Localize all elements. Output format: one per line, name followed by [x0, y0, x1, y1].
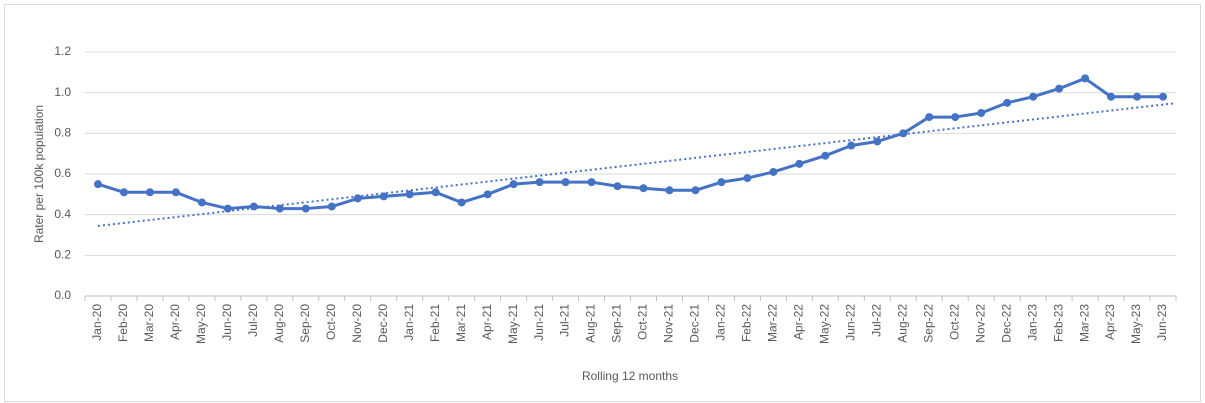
data-point — [1133, 92, 1142, 101]
x-tick-label: Feb-23 — [1051, 304, 1065, 342]
data-point — [379, 192, 388, 201]
chart-frame — [4, 4, 1201, 402]
data-point — [171, 188, 180, 197]
x-tick-label: Jan-20 — [90, 304, 104, 341]
data-point — [275, 204, 284, 213]
x-tick-label: Sep-21 — [610, 304, 624, 343]
data-point — [223, 204, 232, 213]
data-point — [93, 180, 102, 189]
data-point — [795, 159, 804, 168]
x-tick-label: Jun-23 — [1155, 304, 1169, 341]
data-point — [665, 186, 674, 195]
x-tick-label: Nov-22 — [973, 304, 987, 343]
x-tick-label: May-20 — [194, 304, 208, 344]
x-tick-label: Mar-22 — [766, 304, 780, 342]
x-tick-label: Mar-21 — [454, 304, 468, 342]
x-tick-label: Feb-22 — [740, 304, 754, 342]
y-tick-label: 0.6 — [54, 166, 71, 180]
x-tick-label: Aug-21 — [584, 304, 598, 343]
x-tick-label: Apr-22 — [792, 304, 806, 340]
data-point — [535, 178, 544, 187]
data-point — [1081, 74, 1090, 83]
data-line — [97, 76, 1164, 211]
x-tick-label: Oct-20 — [324, 304, 338, 340]
y-tick-label: 0.8 — [54, 126, 71, 140]
x-tick-label: Feb-20 — [116, 304, 130, 342]
data-point — [977, 109, 986, 117]
data-point — [873, 137, 882, 146]
data-point — [613, 182, 622, 191]
x-tick-label: May-22 — [817, 304, 831, 344]
x-tick-label: Jun-20 — [220, 304, 234, 341]
x-tick-label: Jul-21 — [558, 304, 572, 337]
x-tick-label: Apr-23 — [1103, 304, 1117, 340]
data-point — [1003, 98, 1012, 107]
data-point — [925, 113, 934, 122]
y-tick-label: 1.2 — [54, 44, 71, 58]
data-point — [847, 141, 856, 150]
y-axis-label: Rater per 100k population — [32, 105, 46, 243]
data-point — [1107, 92, 1116, 101]
x-tick-label: Aug-20 — [272, 304, 286, 343]
y-tick-label: 0.0 — [54, 288, 71, 302]
data-point — [717, 178, 726, 187]
data-point — [561, 178, 570, 187]
data-point — [327, 202, 336, 211]
x-tick-label: Feb-21 — [428, 304, 442, 342]
data-point — [769, 167, 778, 176]
x-tick-label: Apr-20 — [168, 304, 182, 340]
data-point — [691, 186, 700, 195]
data-point — [145, 188, 154, 197]
x-tick-label: Jan-21 — [402, 304, 416, 341]
data-point — [899, 129, 908, 138]
data-point — [119, 188, 128, 197]
y-tick-label: 0.2 — [54, 248, 71, 262]
data-point — [405, 190, 414, 199]
x-tick-label: Jul-20 — [246, 304, 260, 337]
x-tick-label: Sep-20 — [298, 304, 312, 343]
x-tick-label: Dec-21 — [688, 304, 702, 343]
x-tick-label: Jul-22 — [869, 304, 883, 337]
data-point — [301, 204, 310, 213]
data-point — [249, 202, 258, 211]
x-tick-label: Jan-23 — [1025, 304, 1039, 341]
data-point — [431, 188, 440, 197]
y-tick-label: 0.4 — [54, 207, 71, 221]
data-point — [1055, 84, 1064, 93]
data-point — [743, 174, 752, 183]
x-tick-label: May-23 — [1129, 304, 1143, 344]
y-tick-label: 1.0 — [54, 85, 71, 99]
data-point — [1159, 92, 1168, 101]
x-tick-label: May-21 — [506, 304, 520, 344]
data-point — [197, 198, 206, 207]
data-point — [509, 180, 518, 189]
x-tick-label: Jun-21 — [532, 304, 546, 341]
x-tick-label: Jun-22 — [843, 304, 857, 341]
data-point — [821, 151, 830, 160]
x-tick-label: Nov-20 — [350, 304, 364, 343]
data-point — [1029, 92, 1038, 101]
x-tick-label: Aug-22 — [895, 304, 909, 343]
x-tick-label: Jan-22 — [714, 304, 728, 341]
x-tick-label: Oct-22 — [947, 304, 961, 340]
data-point — [353, 194, 362, 203]
x-tick-label: Dec-20 — [376, 304, 390, 343]
x-tick-label: Oct-21 — [636, 304, 650, 340]
x-tick-label: Nov-21 — [662, 304, 676, 343]
x-tick-label: Apr-21 — [480, 304, 494, 340]
data-point — [457, 198, 466, 207]
x-tick-label: Mar-23 — [1077, 304, 1091, 342]
x-tick-label: Sep-22 — [921, 304, 935, 343]
data-point — [639, 184, 648, 193]
x-axis-label: Rolling 12 months — [582, 369, 678, 383]
x-tick-label: Dec-22 — [999, 304, 1013, 343]
data-point — [587, 178, 596, 187]
data-point — [483, 190, 492, 199]
data-point — [951, 113, 960, 122]
x-tick-label: Mar-20 — [142, 304, 156, 342]
